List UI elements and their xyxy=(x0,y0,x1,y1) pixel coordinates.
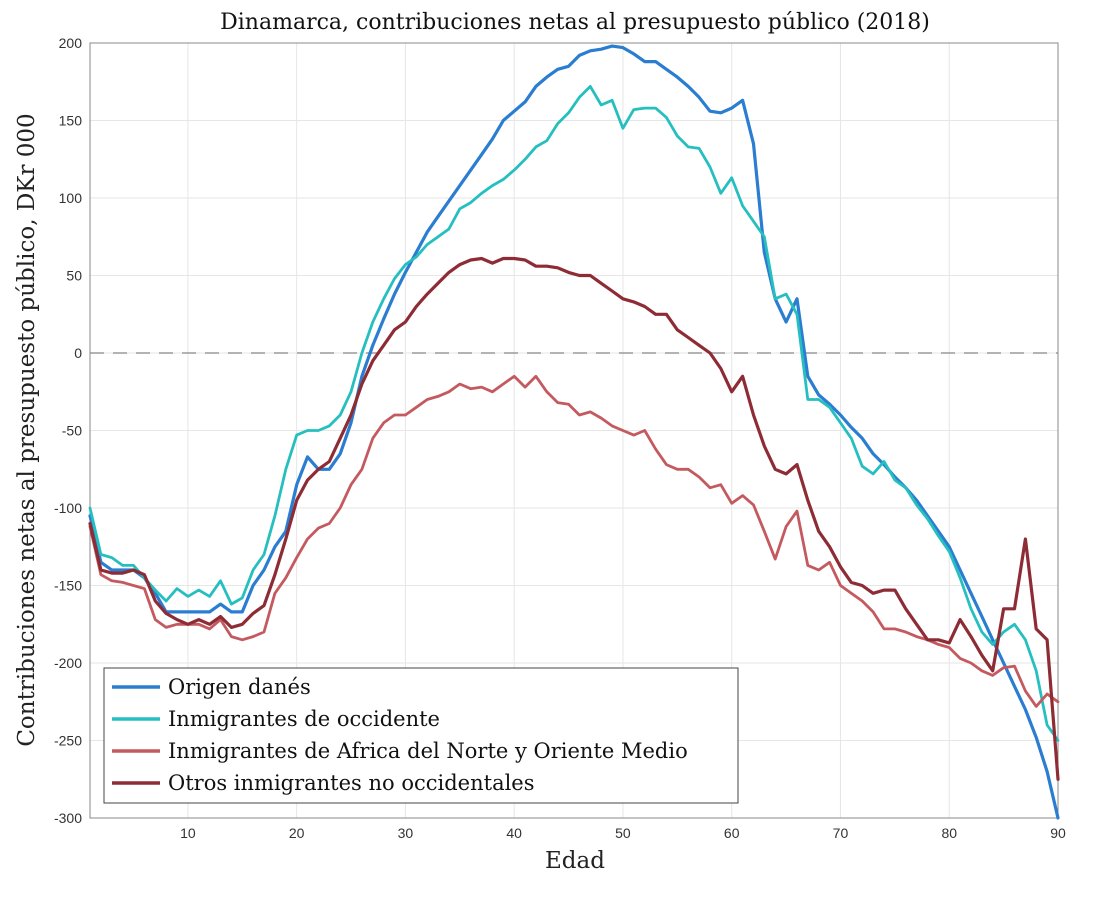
tick-labels: 10 20 30 40 50 60 70 80 90 -300 -250 -200 -150 -100 -5… xyxy=(54,35,1066,841)
y-tick-label: 100 xyxy=(59,190,83,206)
series-line-4 xyxy=(88,256,1060,781)
series-line-3 xyxy=(88,374,1060,708)
x-tick-label: 40 xyxy=(506,825,522,841)
y-tick-label: 150 xyxy=(59,113,83,129)
series-line-2 xyxy=(88,85,1060,742)
x-tick-label: 50 xyxy=(615,825,631,841)
x-tick-label: 10 xyxy=(180,825,196,841)
x-tick-label: 80 xyxy=(941,825,957,841)
x-tick-label: 70 xyxy=(833,825,849,841)
x-tick-label: 30 xyxy=(398,825,414,841)
y-axis-label: Contribuciones netas al presupuesto públ… xyxy=(14,113,40,746)
y-tick-label: -100 xyxy=(54,500,82,516)
legend-label-1: Origen danés xyxy=(168,675,311,699)
legend-label-2: Inmigrantes de occidente xyxy=(168,707,440,731)
y-tick-label: -300 xyxy=(54,810,82,826)
y-tick-label: -250 xyxy=(54,733,82,749)
x-axis-label: Edad xyxy=(545,848,605,874)
legend-box xyxy=(103,667,739,804)
x-tick-label: 90 xyxy=(1050,825,1066,841)
series-line-1 xyxy=(88,44,1060,820)
y-tick-label: -150 xyxy=(54,578,82,594)
legend-label-4: Otros inmigrantes no occidentales xyxy=(168,771,535,795)
y-tick-label: -200 xyxy=(54,655,82,671)
x-tick-label: 20 xyxy=(289,825,305,841)
legend: Origen danés Inmigrantes de occidente Inmi… xyxy=(103,667,739,804)
plot-frame xyxy=(89,42,1059,819)
y-tick-label: -50 xyxy=(62,423,82,439)
legend-label-3: Inmigrantes de Africa del Norte y Orient… xyxy=(168,739,688,763)
y-tick-label: 50 xyxy=(66,268,82,284)
y-tick-label: 200 xyxy=(59,35,83,51)
series-lines xyxy=(88,44,1060,820)
x-tick-label: 60 xyxy=(724,825,740,841)
chart-title: Dinamarca, contribuciones netas al presu… xyxy=(220,10,930,35)
y-tick-label: 0 xyxy=(74,345,82,361)
